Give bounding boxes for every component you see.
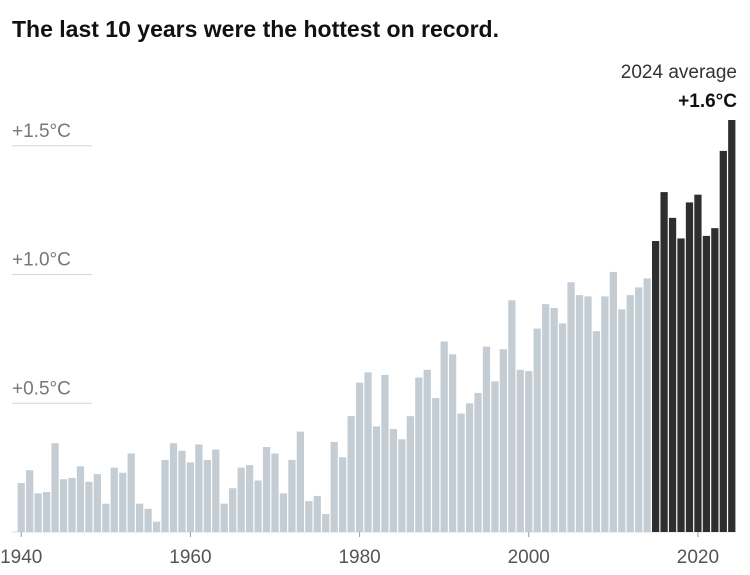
y-tick-label: +0.5°C xyxy=(12,378,71,399)
bar xyxy=(499,349,508,532)
bar xyxy=(381,374,389,532)
bar xyxy=(398,439,406,532)
bar xyxy=(355,382,364,532)
bar xyxy=(322,513,330,532)
bar xyxy=(279,493,288,532)
bar xyxy=(415,377,423,532)
x-tick-label: 2020 xyxy=(677,547,719,568)
bar xyxy=(161,459,169,532)
bar xyxy=(186,462,195,532)
bar xyxy=(364,372,372,532)
bar xyxy=(330,441,338,532)
bar xyxy=(212,449,220,532)
bar xyxy=(237,467,245,532)
bar xyxy=(203,459,211,532)
bar xyxy=(423,369,431,532)
bar xyxy=(271,453,279,532)
bar xyxy=(584,296,592,532)
x-tick-label: 1940 xyxy=(0,547,42,568)
bar xyxy=(635,287,643,532)
y-tick-label: +1.0°C xyxy=(12,250,71,271)
bar xyxy=(702,235,711,532)
bar xyxy=(482,346,491,532)
bar xyxy=(288,459,296,532)
bar xyxy=(136,503,144,532)
bar xyxy=(152,521,161,532)
bar xyxy=(127,453,135,532)
bar xyxy=(491,381,499,532)
bar xyxy=(516,369,524,532)
y-tick-label: +1.5°C xyxy=(12,121,71,142)
bar xyxy=(728,120,736,532)
bar xyxy=(719,150,727,532)
bar xyxy=(592,331,601,532)
bar xyxy=(474,392,482,532)
bar xyxy=(711,228,719,532)
bar xyxy=(119,472,127,532)
bar xyxy=(51,443,59,532)
bar xyxy=(652,241,660,532)
bar xyxy=(68,477,76,532)
bar xyxy=(262,447,271,532)
bar xyxy=(229,488,237,532)
bar xyxy=(34,493,42,532)
bar xyxy=(567,282,575,532)
bar xyxy=(626,295,634,532)
bar xyxy=(643,278,651,532)
bar xyxy=(102,503,110,532)
bar xyxy=(449,354,457,532)
bar xyxy=(313,495,321,532)
bar xyxy=(389,429,398,532)
bar xyxy=(26,470,34,532)
bar xyxy=(245,465,254,532)
bar xyxy=(432,398,440,532)
bar xyxy=(254,480,262,532)
bar xyxy=(42,492,51,532)
bar xyxy=(93,474,101,532)
annotation: 2024 average xyxy=(621,62,737,83)
x-tick-label: 1980 xyxy=(338,547,380,568)
bar xyxy=(144,508,152,532)
bar xyxy=(305,501,313,532)
bar xyxy=(660,192,668,532)
bar xyxy=(76,466,85,532)
bar xyxy=(17,483,25,532)
bar xyxy=(542,304,550,532)
bar xyxy=(677,238,685,532)
bar xyxy=(220,503,228,532)
bar xyxy=(440,341,448,532)
bar xyxy=(169,443,178,532)
bar xyxy=(558,323,567,532)
bar xyxy=(575,295,584,532)
bar xyxy=(339,457,347,532)
bar xyxy=(178,450,186,532)
chart-title: The last 10 years were the hottest on re… xyxy=(12,16,499,42)
bar xyxy=(601,296,609,532)
bar xyxy=(533,328,541,532)
x-tick-label: 1960 xyxy=(169,547,211,568)
bar xyxy=(457,413,465,532)
bar xyxy=(609,271,617,532)
value-label: +1.6°C xyxy=(678,91,737,112)
bar xyxy=(685,202,694,532)
bar xyxy=(525,371,533,532)
bar xyxy=(296,431,304,532)
bar xyxy=(110,467,118,532)
bar xyxy=(668,217,677,532)
x-tick-label: 2000 xyxy=(508,547,550,568)
bar xyxy=(195,444,203,532)
bar xyxy=(694,194,702,533)
bar xyxy=(372,426,381,532)
bar xyxy=(618,309,626,532)
bar xyxy=(347,416,355,532)
bar xyxy=(59,479,68,532)
bar xyxy=(465,403,474,532)
bar xyxy=(550,307,558,532)
bar xyxy=(406,416,414,532)
bar xyxy=(508,300,516,532)
bar xyxy=(85,481,93,532)
